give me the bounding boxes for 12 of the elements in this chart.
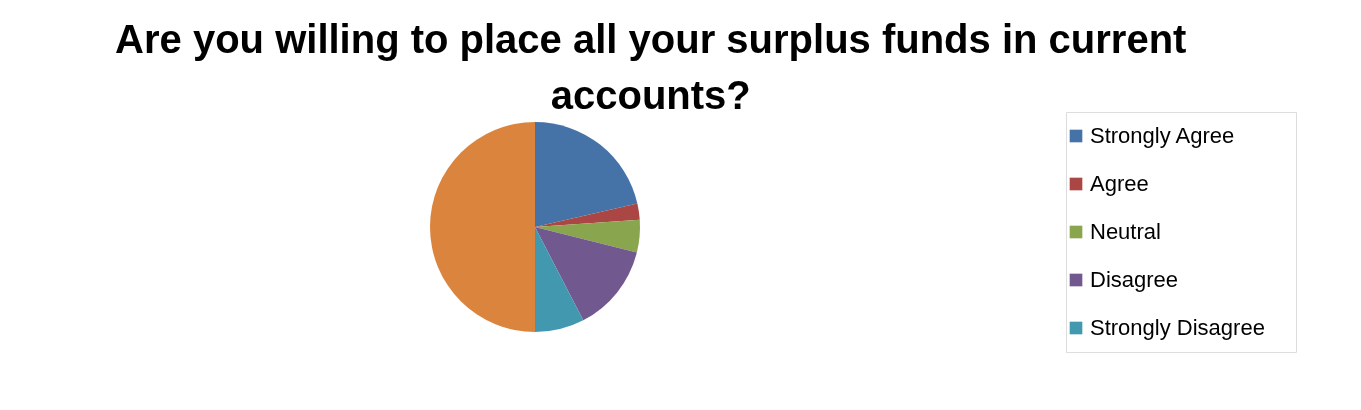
legend-label: Agree (1090, 171, 1149, 196)
chart-title: Are you willing to place all your surplus funds in current accounts? (115, 16, 1187, 117)
legend-label: Disagree (1090, 267, 1179, 292)
pie-slice (535, 227, 584, 332)
legend-label: Strongly Agree (1090, 123, 1235, 148)
legend-label: Strongly Disagree (1090, 315, 1265, 340)
pie-slice (535, 227, 637, 321)
pie-slice (535, 122, 638, 227)
pie-slice (430, 122, 535, 332)
pie-slice (535, 219, 640, 253)
legend-label: Neutral (1090, 219, 1161, 244)
pie-slice (535, 203, 640, 227)
